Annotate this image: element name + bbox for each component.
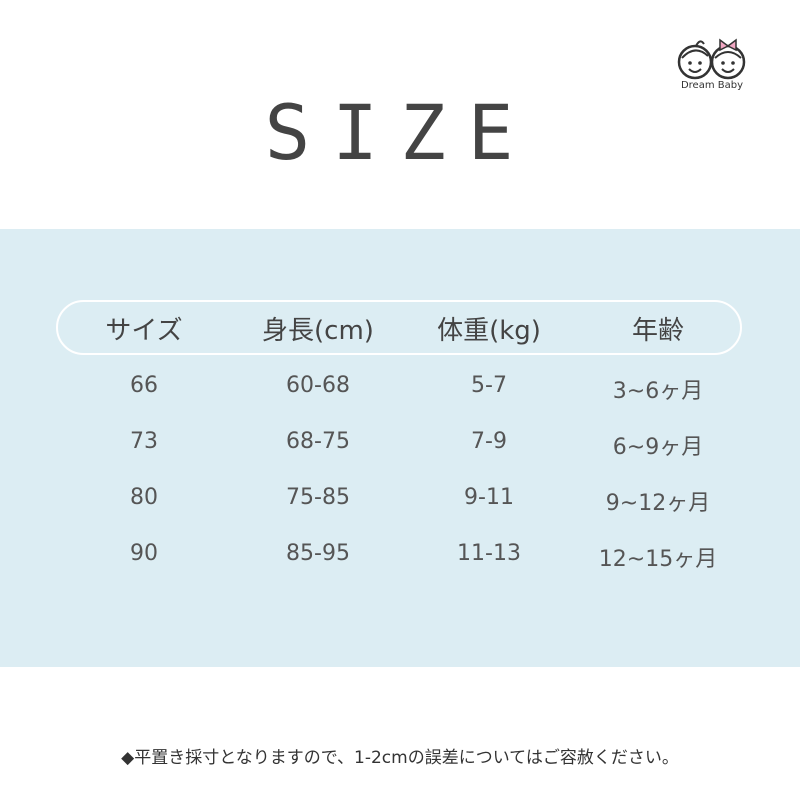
cell-weight: 7-9 bbox=[471, 429, 507, 454]
logo-text: Dream Baby bbox=[680, 80, 744, 91]
cell-weight: 5-7 bbox=[471, 373, 507, 398]
cell-size: 66 bbox=[130, 373, 158, 398]
cell-height: 85-95 bbox=[286, 541, 350, 566]
header-size: サイズ bbox=[105, 316, 183, 346]
cell-age: 3~6ヶ月 bbox=[612, 379, 704, 404]
cell-age: 12~15ヶ月 bbox=[598, 547, 718, 572]
table-row: 66 60-68 5-7 3~6ヶ月 bbox=[56, 373, 742, 405]
cell-size: 73 bbox=[130, 429, 158, 454]
cell-height: 68-75 bbox=[286, 429, 350, 454]
table-row: 80 75-85 9-11 9~12ヶ月 bbox=[56, 485, 742, 517]
header-age: 年齢 bbox=[631, 316, 684, 346]
table-row: 90 85-95 11-13 12~15ヶ月 bbox=[56, 541, 742, 573]
cell-weight: 11-13 bbox=[457, 541, 521, 566]
cell-size: 90 bbox=[130, 541, 158, 566]
cell-weight: 9-11 bbox=[464, 485, 514, 510]
measurement-note: ◆平置き採寸となりますので、1-2cmの誤差についてはご容赦ください。 bbox=[121, 748, 679, 768]
size-table-background bbox=[0, 229, 800, 667]
page-title: SIZE bbox=[264, 88, 536, 177]
cell-size: 80 bbox=[130, 485, 158, 510]
table-header: サイズ 身長(cm) 体重(kg) 年齢 bbox=[56, 310, 742, 347]
cell-age: 9~12ヶ月 bbox=[605, 491, 711, 516]
table-row: 73 68-75 7-9 6~9ヶ月 bbox=[56, 429, 742, 461]
header-height: 身長(cm) bbox=[262, 316, 374, 346]
cell-age: 6~9ヶ月 bbox=[612, 435, 704, 460]
cell-height: 60-68 bbox=[286, 373, 350, 398]
header-weight: 体重(kg) bbox=[437, 316, 541, 346]
cell-height: 75-85 bbox=[286, 485, 350, 510]
dream-baby-logo bbox=[677, 38, 746, 80]
header-pill bbox=[56, 300, 742, 355]
